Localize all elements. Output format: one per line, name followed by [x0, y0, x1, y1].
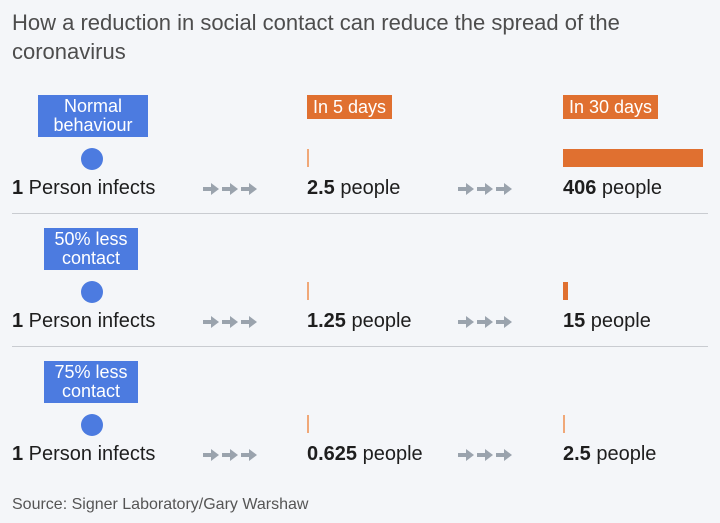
- value-label: 0.625 people: [307, 443, 423, 465]
- triple-arrow-icon: [203, 180, 261, 198]
- triple-arrow-icon: [458, 446, 516, 464]
- triple-arrow-icon: [203, 313, 261, 331]
- value-bar: [307, 149, 309, 167]
- scenario-row: Normal behaviour 1 Person infects 2.5 peop…: [0, 92, 720, 222]
- triple-arrow-icon: [458, 180, 516, 198]
- header-in-5-days: In 5 days: [307, 95, 393, 119]
- value-label: 1.25 people: [307, 310, 412, 332]
- value-label: 2.5 people: [307, 177, 401, 199]
- row-divider: [12, 346, 708, 347]
- start-label: 1 Person infects: [12, 177, 156, 199]
- value-label: 15 people: [563, 310, 651, 332]
- scenario-label: Normal behaviour: [38, 95, 148, 137]
- scenario-label: 50% less contact: [44, 228, 138, 270]
- person-dot-icon: [81, 148, 103, 170]
- triple-arrow-icon: [458, 313, 516, 331]
- triple-arrow-icon: [203, 446, 261, 464]
- header-in-30-days: In 30 days: [563, 95, 659, 119]
- person-dot-icon: [81, 414, 103, 436]
- value-label: 406 people: [563, 177, 662, 199]
- value-bar: [563, 282, 568, 300]
- row-divider: [12, 213, 708, 214]
- chart-title: How a reduction in social contact can re…: [12, 10, 620, 64]
- scenario-row: 50% less contact 1 Person infects 1.25 peo…: [0, 225, 720, 355]
- value-bar: [307, 282, 309, 300]
- value-bar: [563, 415, 565, 433]
- start-label: 1 Person infects: [12, 443, 156, 465]
- value-bar: [307, 415, 309, 433]
- source-note: Source: Signer Laboratory/Gary Warshaw: [12, 496, 309, 513]
- start-label: 1 Person infects: [12, 310, 156, 332]
- scenario-label: 75% less contact: [44, 361, 138, 403]
- value-label: 2.5 people: [563, 443, 657, 465]
- value-bar: [563, 149, 703, 167]
- scenario-row: 75% less contact 1 Person infects 0.625 pe…: [0, 358, 720, 488]
- person-dot-icon: [81, 281, 103, 303]
